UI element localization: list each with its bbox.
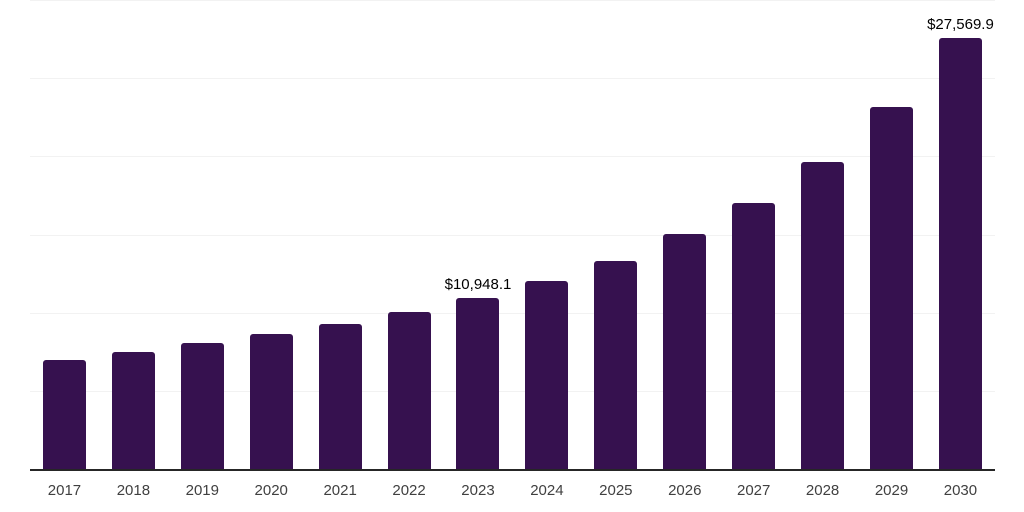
bar — [594, 260, 638, 469]
bar-slot — [168, 0, 237, 469]
bar-slot: $27,569.9 — [926, 0, 995, 469]
bar — [387, 312, 431, 469]
x-tick-label: 2021 — [323, 482, 357, 499]
bar-slot — [30, 0, 99, 469]
x-axis-line — [30, 469, 995, 471]
bar-slot — [719, 0, 788, 469]
bar — [663, 234, 707, 469]
x-tick-label: 2027 — [736, 482, 771, 499]
bars-row: $10,948.1 $27,569.9 — [30, 0, 995, 469]
bar-slot — [857, 0, 926, 469]
bar-slot — [581, 0, 650, 469]
bar — [111, 351, 155, 469]
x-tick-label: 2020 — [254, 482, 288, 499]
bar-value-label: $27,569.9 — [927, 16, 994, 33]
bar-slot — [650, 0, 719, 469]
plot-area: $10,948.1 $27,569.9 — [30, 0, 995, 471]
gridline — [30, 390, 995, 392]
bar-slot — [237, 0, 306, 469]
bar — [870, 107, 914, 469]
gridline — [30, 0, 995, 1]
x-tick-label: 2022 — [392, 482, 426, 499]
bar — [318, 324, 362, 469]
bar — [42, 359, 86, 469]
bar-slot — [306, 0, 375, 469]
bar-slot — [788, 0, 857, 469]
gridline — [30, 234, 995, 236]
gridline — [30, 78, 995, 80]
bar-slot — [99, 0, 168, 469]
x-tick-label: 2025 — [599, 482, 633, 499]
bar-slot — [512, 0, 581, 469]
bar — [732, 202, 776, 469]
bar — [938, 38, 982, 469]
bar — [525, 280, 569, 469]
bar-slot: $10,948.1 — [444, 0, 513, 469]
x-tick-label: 2029 — [874, 482, 909, 499]
x-tick-label: 2023 — [461, 482, 495, 499]
x-axis-ticks: 2017 2018 2019 2020 2021 2022 2023 2024 2025 2026… — [30, 482, 995, 500]
x-tick-label: 2026 — [668, 482, 702, 499]
gridline — [30, 312, 995, 314]
bar — [249, 334, 293, 469]
x-tick-label: 2017 — [47, 482, 82, 499]
x-tick-label: 2024 — [530, 482, 564, 499]
x-tick-label: 2018 — [116, 482, 151, 499]
x-tick-label: 2019 — [185, 482, 219, 499]
bar — [456, 297, 500, 469]
x-tick-label: 2028 — [805, 482, 840, 499]
bar — [801, 161, 845, 469]
bar — [180, 343, 224, 469]
bar-value-label: $10,948.1 — [444, 275, 512, 293]
gridline — [30, 156, 995, 158]
bar-slot — [375, 0, 444, 469]
x-tick-label: 2030 — [943, 482, 978, 499]
